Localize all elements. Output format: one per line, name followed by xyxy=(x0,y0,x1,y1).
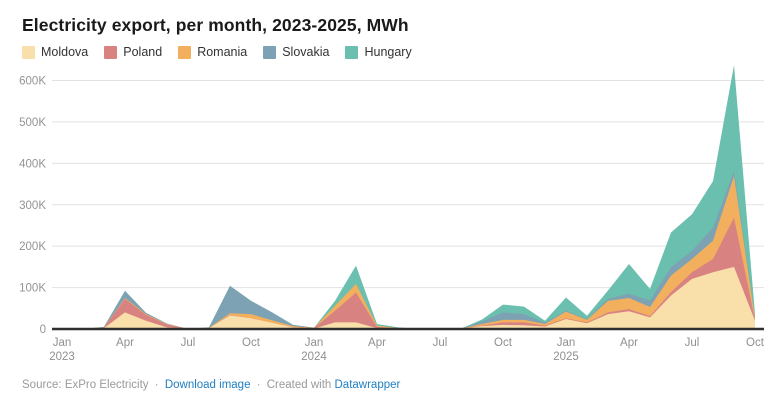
footer-separator: · xyxy=(256,379,261,391)
y-tick-label: 500K xyxy=(19,117,46,129)
x-tick-label: Apr xyxy=(620,337,638,349)
legend-label: Slovakia xyxy=(282,45,330,59)
x-tick-label: Oct xyxy=(746,337,765,349)
legend-item-romania: Romania xyxy=(178,45,247,59)
area-slovakia xyxy=(62,171,755,329)
y-tick-label: 600K xyxy=(19,76,46,88)
page-title: Electricity export, per month, 2023-2025… xyxy=(22,15,409,35)
x-tick-label: Jan 2025 xyxy=(553,337,579,363)
x-tick-label: Apr xyxy=(116,337,134,349)
legend-label: Hungary xyxy=(364,45,412,59)
legend-item-hungary: Hungary xyxy=(345,45,412,59)
x-tick-label: Jul xyxy=(685,337,700,349)
legend-swatch-poland xyxy=(104,45,118,59)
x-tick-label: Jul xyxy=(433,337,448,349)
y-tick-label: 0 xyxy=(40,324,46,336)
chart-canvas: 0 100K 200K 300K 400K 500K 600K Jan 2023 Apr Jul Oc… xyxy=(19,65,765,363)
area-romania xyxy=(62,176,755,329)
source-label: Source: xyxy=(22,379,62,391)
legend-swatch-moldova xyxy=(22,45,35,59)
legend-item-moldova: Moldova xyxy=(22,45,88,59)
source-name: ExPro Electricity xyxy=(64,379,149,391)
y-tick-label: 200K xyxy=(19,241,46,253)
footer-separator: · xyxy=(154,379,159,391)
x-tick-label: Oct xyxy=(242,337,261,349)
area-hungary xyxy=(62,65,755,329)
legend-label: Poland xyxy=(123,45,163,59)
x-tick-label: Jan 2024 xyxy=(301,337,327,363)
y-tick-label: 100K xyxy=(19,283,46,295)
datawrapper-link[interactable]: Datawrapper xyxy=(334,379,401,391)
download-image-link[interactable]: Download image xyxy=(164,379,251,391)
legend-label: Romania xyxy=(197,45,248,59)
x-tick-label: Jul xyxy=(181,337,196,349)
legend-swatch-hungary xyxy=(345,45,359,59)
legend: Moldova Poland Romania Slovakia Hungary xyxy=(0,45,780,59)
footer: Source: ExPro Electricity · Download ima… xyxy=(0,379,780,391)
y-tick-label: 300K xyxy=(19,200,46,212)
legend-swatch-romania xyxy=(178,45,192,59)
legend-item-slovakia: Slovakia xyxy=(263,45,329,59)
x-tick-label: Apr xyxy=(368,337,386,349)
y-tick-label: 400K xyxy=(19,158,46,170)
legend-item-poland: Poland xyxy=(104,45,162,59)
x-tick-label: Oct xyxy=(494,337,513,349)
area-moldova xyxy=(62,266,755,329)
legend-label: Moldova xyxy=(41,45,89,59)
legend-swatch-slovakia xyxy=(263,45,277,59)
x-tick-label: Jan 2023 xyxy=(49,337,75,363)
created-with-label: Created with xyxy=(266,379,332,391)
